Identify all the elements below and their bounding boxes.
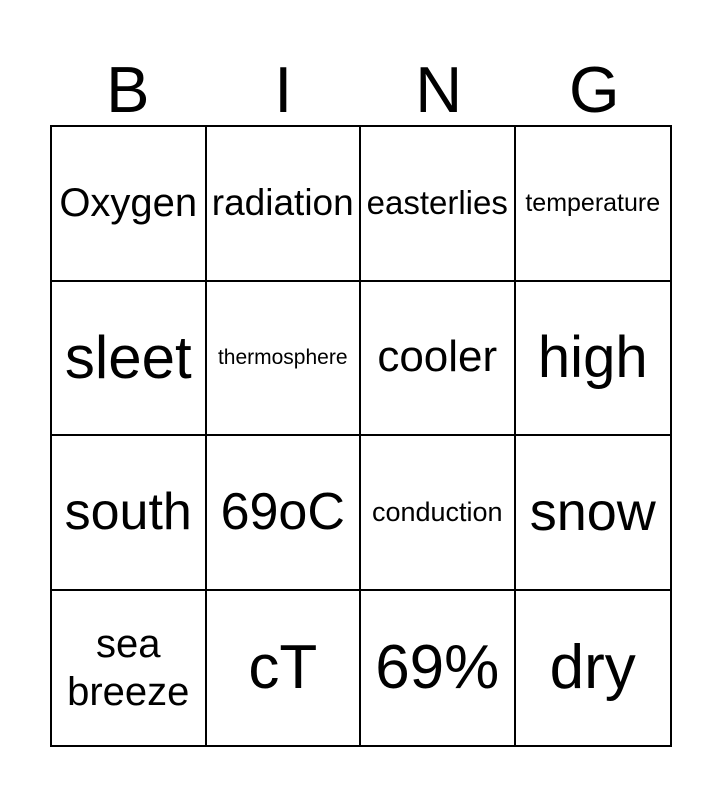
bingo-cell[interactable]: 69oC xyxy=(206,436,361,591)
bingo-cell[interactable]: cT xyxy=(207,590,361,745)
bingo-cell[interactable]: sleet xyxy=(52,281,207,436)
bingo-cell[interactable]: thermosphere xyxy=(206,281,361,436)
header-letter-i: I xyxy=(274,53,293,126)
bingo-cell[interactable]: conduction xyxy=(361,436,516,591)
bingo-cell[interactable]: Oxygen xyxy=(52,127,207,282)
header-letter-g: G xyxy=(568,53,620,126)
bingo-cell[interactable]: sea breeze xyxy=(52,590,207,745)
bingo-board: Oxygen radiation easterlies temperature … xyxy=(50,125,672,747)
bingo-header: B I N G xyxy=(50,0,672,125)
bingo-cell[interactable]: cooler xyxy=(361,281,516,436)
bingo-cell[interactable]: high xyxy=(515,282,670,436)
bingo-cell[interactable]: snow xyxy=(515,436,670,591)
bingo-cell[interactable]: easterlies xyxy=(361,127,516,282)
bingo-cell[interactable]: temperature xyxy=(515,127,670,282)
header-letter-n: N xyxy=(415,53,463,126)
bingo-cell[interactable]: 69% xyxy=(361,590,516,745)
header-letter-b: B xyxy=(106,53,150,126)
bingo-cell[interactable]: radiation xyxy=(206,127,361,282)
bingo-cell[interactable]: dry xyxy=(549,632,636,702)
bingo-cell[interactable]: south xyxy=(52,436,207,591)
